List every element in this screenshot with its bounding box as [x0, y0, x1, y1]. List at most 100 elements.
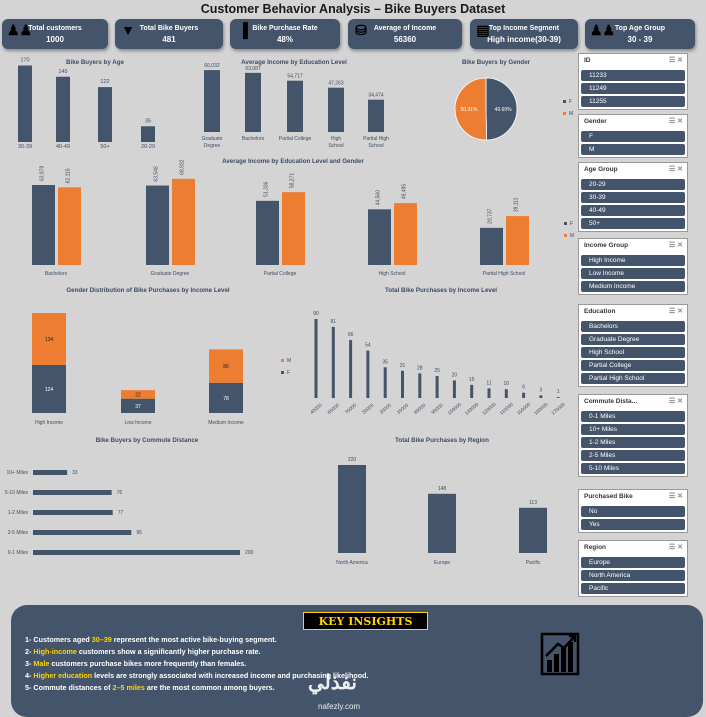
bar — [245, 72, 261, 132]
bar — [32, 364, 66, 413]
tick-label: 90000 — [430, 402, 444, 415]
slicer-item[interactable]: 20-29 — [581, 179, 685, 190]
document-icon: ▤ — [476, 22, 490, 38]
bar — [146, 185, 169, 265]
bar — [141, 126, 155, 142]
data-label: 29,737 — [488, 208, 494, 224]
data-label: 22 — [135, 392, 141, 398]
data-label: 11 — [486, 380, 491, 386]
slicer-item[interactable]: Pacific — [581, 583, 685, 594]
slicer-education[interactable]: Education ☰ ✕ Bachelors Graduate Degree High… — [578, 304, 688, 387]
data-label: 34,474 — [368, 93, 384, 99]
slicer-item[interactable]: F — [581, 131, 685, 142]
slicer-commute-dista-[interactable]: Commute Dista... ☰ ✕ 0-1 Miles 10+ Miles 1-2… — [578, 394, 688, 477]
bar — [282, 192, 305, 265]
slicer-item[interactable]: 1-2 Miles — [581, 437, 685, 448]
slicer-item[interactable]: 40-49 — [581, 205, 685, 216]
tick-label: 10+ Miles — [6, 470, 28, 476]
slicer-item[interactable]: 11233 — [581, 70, 685, 81]
data-label: 124 — [45, 387, 54, 393]
clear-filter-icon[interactable]: ☰ ✕ — [668, 398, 683, 405]
slicer-item[interactable]: 10+ Miles — [581, 424, 685, 435]
slicer-item[interactable]: High School — [581, 347, 685, 358]
slicer-item[interactable]: Low Income — [581, 268, 685, 279]
bar-chart-icon: ▐ — [238, 22, 248, 38]
data-label: 6 — [522, 385, 525, 391]
chart-title: Bike Buyers by Age — [66, 59, 124, 66]
bar — [401, 370, 404, 398]
slicer-item[interactable]: 5-10 Miles — [581, 463, 685, 474]
insight-line: 1- Customers aged 30–39 represent the mo… — [25, 635, 277, 644]
clear-filter-icon[interactable]: ☰ ✕ — [668, 166, 683, 173]
tick-label: 110000 — [499, 402, 515, 417]
slicer-item[interactable]: Bachelors — [581, 321, 685, 332]
pie-slice — [485, 77, 518, 141]
legend-label: M — [287, 358, 291, 364]
tick-label: Low Income — [125, 420, 152, 426]
slicer-region[interactable]: Region ☰ ✕ Europe North America Pacific — [578, 540, 688, 597]
slicer-item[interactable]: 0-1 Miles — [581, 411, 685, 422]
database-icon: ⛁ — [355, 22, 367, 38]
slicer-item[interactable]: Partial High School — [581, 373, 685, 384]
slicer-item[interactable]: 2-5 Miles — [581, 450, 685, 461]
legend-swatch — [281, 359, 284, 362]
slicer-id[interactable]: ID ☰ ✕ 11233 11249 11255 — [578, 53, 688, 110]
data-label: 170 — [20, 58, 29, 64]
tick-label: 160000 — [533, 402, 549, 417]
tick-label: 5-10 Miles — [5, 490, 29, 496]
bar — [33, 530, 132, 535]
data-label: 145 — [58, 69, 67, 75]
slicer-income-group[interactable]: Income Group ☰ ✕ High Income Low Income Medi… — [578, 238, 688, 295]
clear-filter-icon[interactable]: ☰ ✕ — [668, 308, 683, 315]
slicer-item[interactable]: Medium Income — [581, 281, 685, 292]
bar — [556, 397, 560, 398]
data-label: 66,032 — [204, 63, 220, 69]
bar — [470, 384, 474, 398]
clear-filter-icon[interactable]: ☰ ✕ — [668, 118, 683, 125]
bar — [480, 227, 503, 265]
slicer-item[interactable]: High Income — [581, 255, 685, 266]
slicer-item[interactable]: Graduate Degree — [581, 334, 685, 345]
dashboard-title: Customer Behavior Analysis – Bike Buyers… — [200, 2, 506, 16]
insight-line: 3- Male customers purchase bikes more fr… — [25, 659, 247, 668]
chart-title: Total Bike Purchases by Region — [395, 437, 489, 444]
data-label: 77 — [118, 510, 124, 516]
legend-swatch — [281, 371, 284, 374]
slicer-item[interactable]: North America — [581, 570, 685, 581]
tick-label: Bachelors — [242, 136, 265, 142]
chart-title: Total Bike Purchases by Income Level — [385, 287, 497, 294]
clear-filter-icon[interactable]: ☰ ✕ — [668, 493, 683, 500]
kpi-value: 1000 — [46, 35, 64, 44]
bar — [256, 200, 279, 265]
slicer-age-group[interactable]: Age Group ☰ ✕ 20-29 30-39 40-49 50+ — [578, 162, 688, 232]
tick-label: 120000 — [481, 402, 497, 417]
slicer-item[interactable]: 30-39 — [581, 192, 685, 203]
data-label: 15 — [469, 377, 475, 383]
slicer-item[interactable]: Partial College — [581, 360, 685, 371]
bar — [172, 178, 195, 265]
slicer-item[interactable]: Yes — [581, 519, 685, 530]
clear-filter-icon[interactable]: ☰ ✕ — [668, 57, 683, 64]
bar — [287, 80, 303, 132]
slicer-purchased-bike[interactable]: Purchased Bike ☰ ✕ No Yes — [578, 489, 688, 533]
bar — [368, 209, 391, 265]
clear-filter-icon[interactable]: ☰ ✕ — [668, 544, 683, 551]
tick-label: 1-2 Miles — [8, 510, 29, 516]
slicer-header: Gender ☰ ✕ — [579, 115, 687, 129]
tick-label: Graduate — [202, 136, 223, 142]
slicer-item[interactable]: 11249 — [581, 83, 685, 94]
slicer-item[interactable]: 50+ — [581, 218, 685, 229]
slicer-item[interactable]: M — [581, 144, 685, 155]
slicer-gender[interactable]: Gender ☰ ✕ F M — [578, 114, 688, 158]
clear-filter-icon[interactable]: ☰ ✕ — [668, 242, 683, 249]
data-label: 134 — [45, 337, 54, 343]
data-label: 35 — [145, 118, 151, 124]
bar — [98, 87, 112, 142]
slicer-item[interactable]: No — [581, 506, 685, 517]
bar — [366, 350, 370, 398]
slicer-item[interactable]: 11255 — [581, 96, 685, 107]
chart-title: Bike Buyers by Gender — [462, 59, 531, 66]
slicer-item[interactable]: Europe — [581, 557, 685, 568]
bar — [33, 550, 240, 555]
tick-label: 50+ — [100, 144, 109, 150]
